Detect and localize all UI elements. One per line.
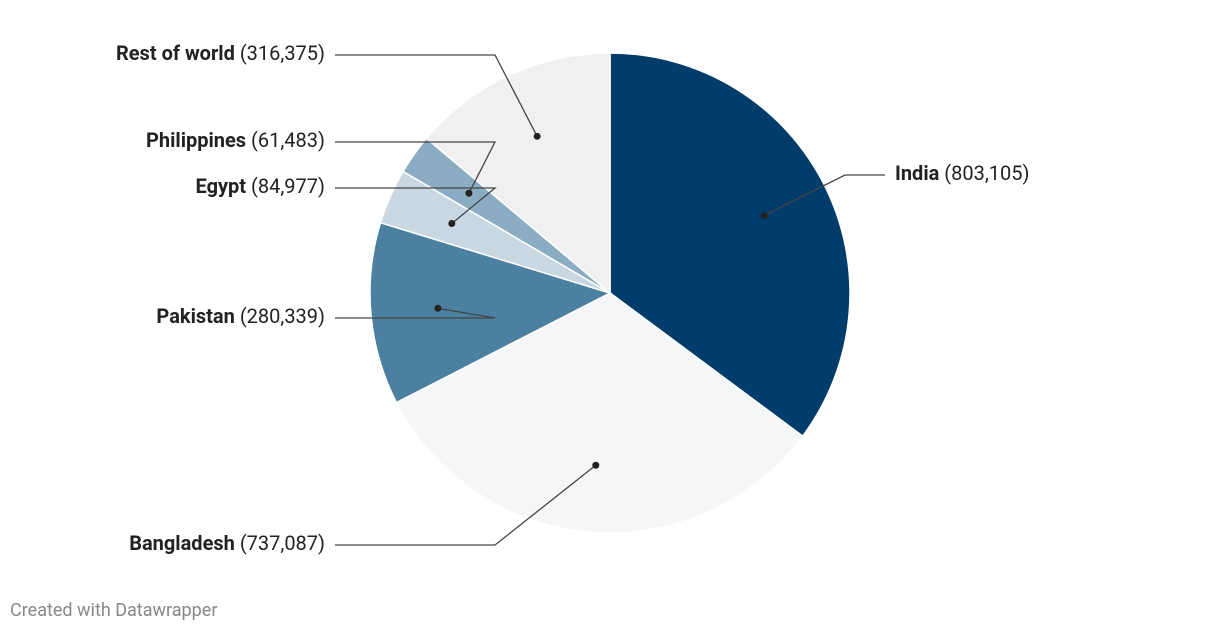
slice-name: Pakistan bbox=[156, 304, 234, 328]
leader-dot bbox=[434, 304, 442, 312]
footer: Created with Datawrapper bbox=[10, 600, 217, 621]
slice-name: Bangladesh bbox=[129, 531, 235, 555]
slice-value: (803,105) bbox=[944, 161, 1029, 185]
pie-slice bbox=[369, 221, 612, 404]
slices bbox=[369, 52, 851, 534]
leader-line bbox=[764, 174, 885, 216]
slice-name: Egypt bbox=[196, 174, 247, 198]
leader-line bbox=[335, 187, 497, 224]
leader-dot bbox=[760, 211, 768, 219]
slice-label: Rest of world (316,375) bbox=[116, 41, 325, 65]
slice-label: Bangladesh (737,087) bbox=[129, 531, 325, 555]
leader-dot bbox=[533, 132, 541, 140]
leader-dot bbox=[465, 189, 473, 197]
slice-label: Pakistan (280,339) bbox=[156, 304, 325, 328]
leader-line bbox=[335, 464, 597, 546]
slice-value: (316,375) bbox=[240, 41, 325, 65]
slice-value: (61,483) bbox=[251, 128, 325, 152]
slice-name: Philippines bbox=[146, 128, 246, 152]
leader-line bbox=[335, 141, 497, 194]
slice-name: Rest of world bbox=[116, 41, 235, 65]
leader-dot bbox=[592, 461, 600, 469]
leader-dot bbox=[448, 219, 456, 227]
pie-slice bbox=[395, 292, 804, 534]
slice-value: (737,087) bbox=[240, 531, 325, 555]
leader-line bbox=[335, 307, 496, 319]
pie-slice bbox=[425, 52, 611, 295]
slice-label: Egypt (84,977) bbox=[196, 174, 326, 198]
slice-label: Philippines (61,483) bbox=[146, 128, 325, 152]
leader-line bbox=[335, 54, 538, 137]
slice-value: (84,977) bbox=[251, 174, 325, 198]
slice-value: (280,339) bbox=[240, 304, 325, 328]
slice-label: India (803,105) bbox=[895, 161, 1029, 185]
slice-name: India bbox=[895, 161, 940, 185]
